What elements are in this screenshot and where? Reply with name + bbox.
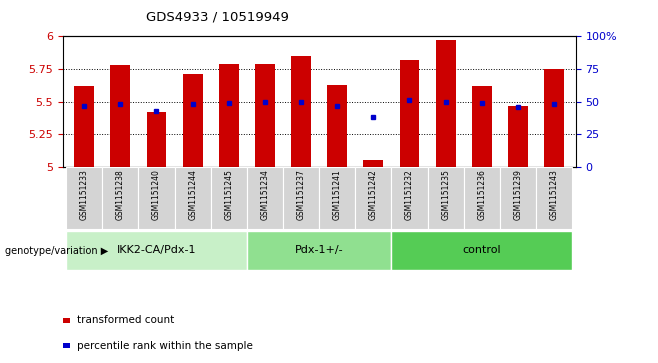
Text: GSM1151243: GSM1151243 bbox=[549, 170, 559, 220]
Text: GSM1151240: GSM1151240 bbox=[152, 170, 161, 220]
Bar bbox=[392, 167, 428, 229]
Text: Pdx-1+/-: Pdx-1+/- bbox=[295, 245, 343, 256]
Bar bbox=[247, 231, 392, 270]
Bar bbox=[436, 40, 455, 167]
Bar bbox=[138, 167, 174, 229]
Text: GSM1151238: GSM1151238 bbox=[116, 170, 125, 220]
Bar bbox=[74, 86, 94, 167]
Bar bbox=[111, 65, 130, 167]
Bar bbox=[102, 167, 138, 229]
Bar bbox=[500, 167, 536, 229]
Bar bbox=[464, 167, 500, 229]
Bar bbox=[255, 64, 275, 167]
Bar bbox=[472, 86, 492, 167]
Bar bbox=[219, 64, 239, 167]
Text: control: control bbox=[463, 245, 501, 256]
Bar bbox=[147, 112, 166, 167]
Bar bbox=[392, 231, 572, 270]
Text: GSM1151233: GSM1151233 bbox=[80, 170, 89, 220]
Text: GSM1151239: GSM1151239 bbox=[513, 170, 522, 220]
Text: IKK2-CA/Pdx-1: IKK2-CA/Pdx-1 bbox=[116, 245, 196, 256]
Text: GSM1151244: GSM1151244 bbox=[188, 170, 197, 220]
Bar bbox=[508, 106, 528, 167]
Text: transformed count: transformed count bbox=[77, 315, 174, 325]
Bar bbox=[174, 167, 211, 229]
Bar bbox=[183, 74, 203, 167]
Text: GSM1151241: GSM1151241 bbox=[333, 170, 342, 220]
Text: GSM1151245: GSM1151245 bbox=[224, 170, 234, 220]
Bar bbox=[66, 231, 247, 270]
Bar bbox=[544, 69, 564, 167]
Text: GSM1151235: GSM1151235 bbox=[441, 170, 450, 220]
Bar bbox=[536, 167, 572, 229]
Bar bbox=[319, 167, 355, 229]
Bar bbox=[66, 167, 102, 229]
Text: percentile rank within the sample: percentile rank within the sample bbox=[77, 340, 253, 351]
Bar bbox=[428, 167, 464, 229]
Bar bbox=[363, 160, 383, 167]
Bar bbox=[291, 56, 311, 167]
Bar bbox=[247, 167, 283, 229]
Text: GSM1151232: GSM1151232 bbox=[405, 170, 414, 220]
Text: GSM1151236: GSM1151236 bbox=[477, 170, 486, 220]
Bar bbox=[283, 167, 319, 229]
Text: genotype/variation ▶: genotype/variation ▶ bbox=[5, 246, 109, 256]
Bar bbox=[211, 167, 247, 229]
Text: GSM1151242: GSM1151242 bbox=[369, 170, 378, 220]
Bar bbox=[399, 60, 419, 167]
Text: GSM1151237: GSM1151237 bbox=[297, 170, 305, 220]
Bar bbox=[355, 167, 392, 229]
Text: GSM1151234: GSM1151234 bbox=[261, 170, 269, 220]
Bar bbox=[327, 85, 347, 167]
Text: GDS4933 / 10519949: GDS4933 / 10519949 bbox=[145, 11, 289, 24]
